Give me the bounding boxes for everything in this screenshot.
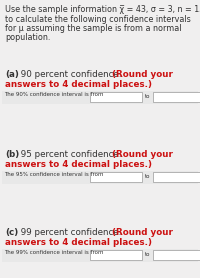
Text: The 95% confidence interval is from: The 95% confidence interval is from bbox=[4, 172, 104, 177]
Text: answers to 4 decimal places.): answers to 4 decimal places.) bbox=[5, 80, 152, 89]
Text: (c): (c) bbox=[5, 228, 18, 237]
Text: 90 percent confidence.: 90 percent confidence. bbox=[18, 70, 124, 79]
Text: 95 percent confidence.: 95 percent confidence. bbox=[18, 150, 124, 159]
Text: The 99% confidence interval is from: The 99% confidence interval is from bbox=[4, 250, 104, 255]
Text: (Round your: (Round your bbox=[112, 70, 173, 79]
Text: answers to 4 decimal places.): answers to 4 decimal places.) bbox=[5, 160, 152, 169]
Text: (Round your: (Round your bbox=[112, 228, 173, 237]
Bar bbox=[90, 92, 142, 102]
Bar bbox=[90, 250, 142, 260]
Text: answers to 4 decimal places.): answers to 4 decimal places.) bbox=[5, 238, 152, 247]
Bar bbox=[153, 92, 200, 102]
Text: (a): (a) bbox=[5, 70, 19, 79]
Text: to calculate the following confidence intervals: to calculate the following confidence in… bbox=[5, 14, 191, 24]
Bar bbox=[2, 249, 198, 262]
Text: (Round your: (Round your bbox=[112, 150, 173, 159]
Bar bbox=[2, 171, 198, 184]
Bar bbox=[153, 250, 200, 260]
Text: to: to bbox=[145, 175, 151, 180]
Text: (b): (b) bbox=[5, 150, 19, 159]
Text: Use the sample information χ̅ = 43, σ = 3, n = 13: Use the sample information χ̅ = 43, σ = … bbox=[5, 5, 200, 14]
Text: to: to bbox=[145, 95, 151, 100]
Bar bbox=[90, 172, 142, 182]
Text: The 90% confidence interval is from: The 90% confidence interval is from bbox=[4, 92, 104, 97]
Bar bbox=[2, 91, 198, 104]
Text: to: to bbox=[145, 252, 151, 257]
Bar bbox=[153, 172, 200, 182]
Text: population.: population. bbox=[5, 34, 50, 43]
Text: for μ assuming the sample is from a normal: for μ assuming the sample is from a norm… bbox=[5, 24, 182, 33]
Text: 99 percent confidence.: 99 percent confidence. bbox=[18, 228, 124, 237]
